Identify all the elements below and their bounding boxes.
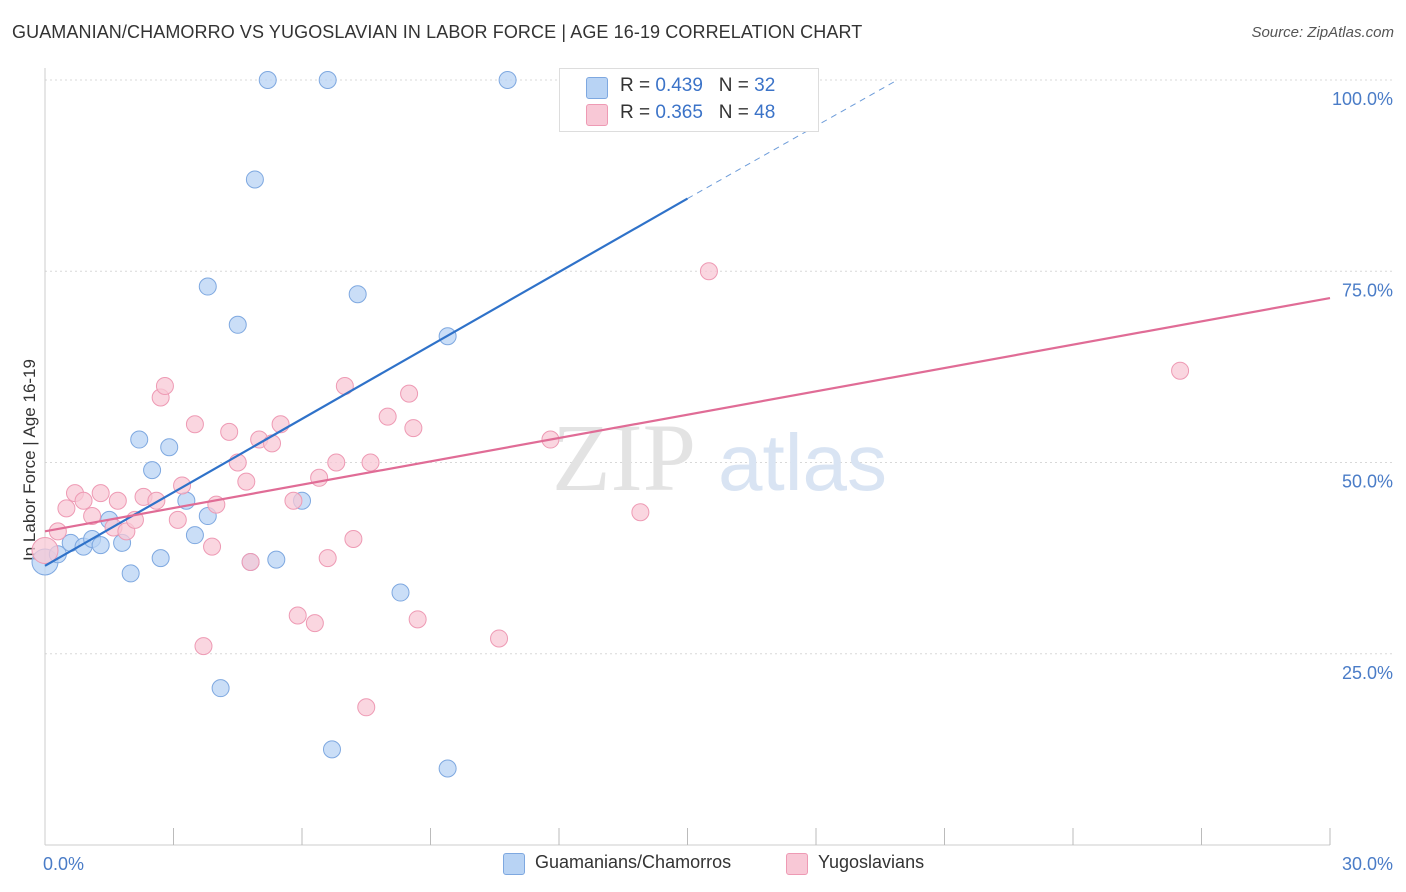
watermark-atlas: atlas [718,418,887,507]
stats-legend: R = 0.439 N = 32 R = 0.365 N = 48 [559,68,819,132]
point-guam-9 [130,430,149,449]
point-guam-26 [348,285,367,304]
watermark-zip: ZIP [552,404,696,511]
legend-text-yugo: R = 0.365 N = 48 [620,102,775,124]
point-yugo-29 [288,606,307,625]
point-yugo-46 [699,262,718,281]
point-yugo-2 [57,499,76,518]
point-yugo-36 [357,698,376,717]
point-yugo-5 [83,507,102,526]
trend-line-guam-extension [687,79,898,200]
point-yugo-19 [203,537,222,556]
point-yugo-18 [194,637,213,656]
point-yugo-35 [344,530,363,548]
point-guam-5 [91,536,110,555]
chart-source: Source: ZipAtlas.com [1251,24,1394,41]
chart-title: GUAMANIAN/CHAMORRO VS YUGOSLAVIAN IN LAB… [12,22,863,42]
legend-r-label-yugo: R = [620,102,656,123]
trend-line-yugo [44,296,1331,533]
legend-r-value-guam: 0.439 [655,75,703,96]
point-guam-12 [160,438,179,457]
point-yugo-37 [361,453,380,472]
point-yugo-1 [48,522,67,541]
legend-swatch-yugo [586,104,608,126]
trend-line-guam [44,197,689,567]
legend-text-guam: R = 0.439 N = 32 [620,75,775,97]
point-yugo-42 [490,629,509,648]
point-yugo-41 [408,610,427,629]
point-guam-29 [438,759,457,778]
legend-n-label-yugo: N = [718,102,755,123]
point-yugo-21 [220,422,239,441]
y-tick-label-25: 25.0% [1342,663,1393,683]
point-guam-18 [228,315,247,334]
point-yugo-39 [400,384,419,403]
point-yugo-23 [237,472,256,491]
point-yugo-17 [185,415,204,434]
point-yugo-32 [318,549,337,568]
point-yugo-6 [91,484,110,503]
point-guam-16 [198,277,217,296]
bottom-legend-swatch-guam [503,853,525,875]
point-yugo-8 [108,491,127,510]
point-guam-10 [143,461,162,480]
point-guam-22 [267,550,286,569]
x-tick-label-0: 0.0% [43,854,84,874]
point-guam-24 [318,71,337,89]
y-tick-label-50: 50.0% [1342,472,1393,492]
point-yugo-15 [168,510,187,529]
point-yugo-44 [631,503,650,522]
point-yugo-26 [263,434,282,453]
x-tick-label-30: 30.0% [1342,854,1393,874]
tick-label-layer: 25.0% 50.0% 75.0% 100.0% 0.0% 30.0% [43,89,1393,874]
point-guam-20 [245,170,264,189]
bottom-legend-swatch-yugo [786,853,808,875]
point-yugo-30 [305,614,324,633]
point-yugo-47 [1171,361,1190,380]
point-guam-14 [185,526,204,545]
point-yugo-0 [31,536,59,564]
point-guam-21 [258,71,277,89]
point-yugo-28 [284,491,303,510]
legend-n-value-guam: 32 [754,75,776,96]
point-guam-8 [121,564,140,583]
y-tick-label-75: 75.0% [1342,280,1393,300]
y-tick-label-100: 100.0% [1332,89,1393,109]
legend-swatch-guam [586,77,608,99]
point-yugo-14 [155,377,174,395]
point-yugo-40 [404,419,423,438]
legend-r-label-guam: R = [620,75,656,96]
point-yugo-4 [74,491,93,510]
legend-n-value-yugo: 48 [754,102,776,123]
point-guam-25 [322,740,341,759]
point-yugo-38 [378,407,397,426]
watermark: ZIP atlas [552,404,887,511]
bottom-legend-label-guam: Guamanians/Chamorros [535,852,732,872]
point-guam-30 [498,71,517,89]
trend-layer [44,79,1331,567]
legend-n-label-guam: N = [718,75,755,96]
point-guam-27 [391,583,410,602]
legend-r-value-yugo: 0.365 [655,102,703,123]
point-guam-11 [151,549,170,568]
axis-layer [44,68,1331,846]
bottom-legend-label-yugo: Yugoslavians [818,852,925,872]
point-guam-17 [211,679,230,698]
point-yugo-24 [241,552,260,571]
point-yugo-33 [327,453,346,472]
